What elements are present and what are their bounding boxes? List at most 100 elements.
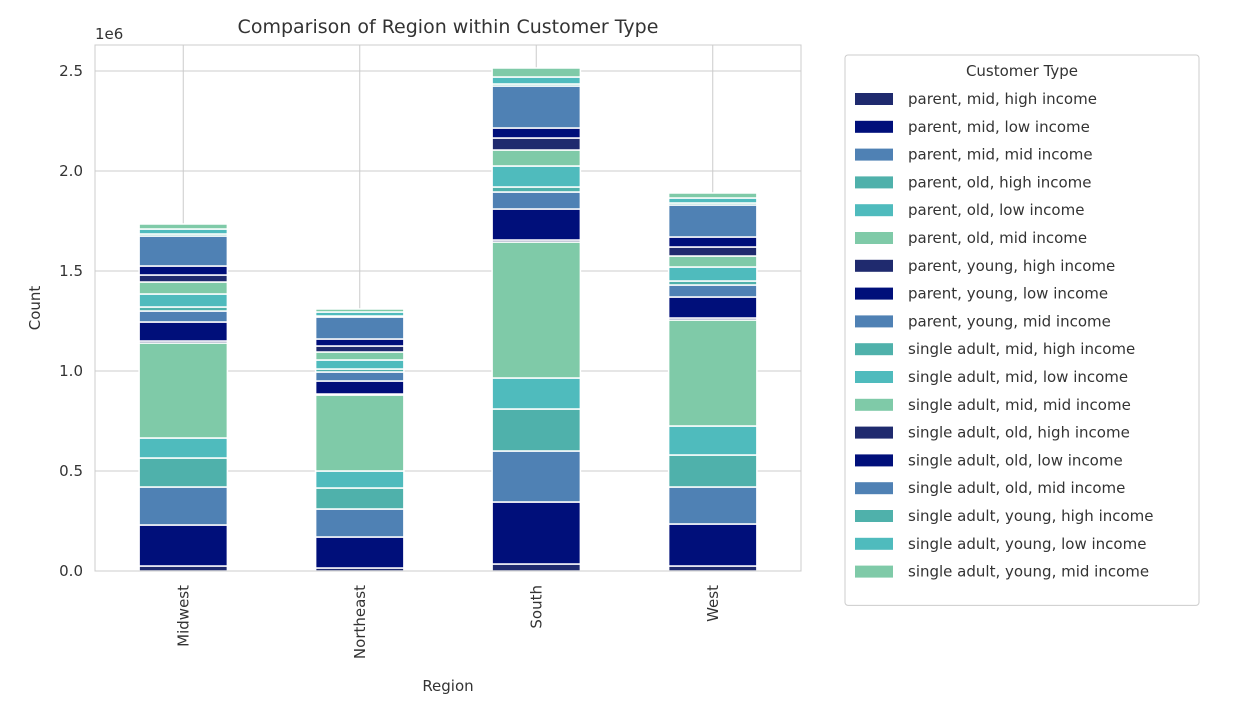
bar-segment xyxy=(138,223,229,230)
bar-segment xyxy=(138,342,229,439)
legend-swatch xyxy=(855,510,893,522)
y-offset-label: 1e6 xyxy=(95,25,123,43)
bar-segment xyxy=(314,536,405,569)
legend-label: single adult, young, mid income xyxy=(908,563,1149,581)
bar-segment xyxy=(491,85,582,129)
bar-segment xyxy=(491,563,582,572)
y-tick-label: 2.5 xyxy=(59,62,83,80)
x-axis-title: Region xyxy=(422,677,473,695)
bar-segment xyxy=(491,191,582,210)
legend-swatch xyxy=(855,93,893,105)
y-tick-labels: 0.0 0.5 1.0 1.5 2.0 2.5 xyxy=(59,62,83,580)
y-axis-title: Count xyxy=(26,286,44,331)
bar-segment xyxy=(138,274,229,283)
y-tick-label: 0.5 xyxy=(59,462,83,480)
bar-segment xyxy=(667,284,758,298)
legend-label: parent, young, low income xyxy=(908,285,1108,303)
plot-frame xyxy=(94,44,802,572)
y-tick-label: 1.0 xyxy=(59,362,83,380)
bar-segment xyxy=(138,265,229,276)
bars xyxy=(138,67,758,572)
bar-segment xyxy=(667,204,758,238)
legend-swatch xyxy=(855,371,893,383)
x-tick-label: West xyxy=(704,585,722,622)
bar-segment xyxy=(314,308,405,313)
legend-swatch xyxy=(855,259,893,272)
bar-segment xyxy=(667,236,758,248)
bar-segment xyxy=(667,255,758,268)
bar-segment xyxy=(491,127,582,139)
bar-segment xyxy=(491,67,582,78)
bar-segment xyxy=(138,457,229,488)
bar-segment xyxy=(491,149,582,167)
legend-label: parent, young, mid income xyxy=(908,312,1111,330)
legend-swatch xyxy=(855,343,893,356)
legend-items: parent, mid, high income parent, mid, low… xyxy=(855,90,1154,581)
bar-segment xyxy=(314,351,405,361)
legend-label: single adult, mid, low income xyxy=(908,368,1128,386)
bar-segment xyxy=(314,380,405,395)
legend-label: single adult, old, high income xyxy=(908,424,1130,442)
bar-segment xyxy=(314,316,405,340)
y-tick-label: 2.0 xyxy=(59,162,83,180)
bar-segment xyxy=(314,470,405,489)
x-tick-label: Midwest xyxy=(174,585,192,647)
x-tick-label: Northeast xyxy=(351,585,369,659)
chart-title: Comparison of Region within Customer Typ… xyxy=(238,16,659,38)
legend-label: single adult, mid, mid income xyxy=(908,396,1131,414)
legend: Customer Type parent, mid, high incomepa… xyxy=(844,54,1200,606)
legend-label: parent, old, low income xyxy=(908,201,1084,219)
legend-swatch xyxy=(855,482,893,495)
legend-label: parent, mid, low income xyxy=(908,118,1090,136)
bar-segment xyxy=(314,371,405,382)
bar-segment xyxy=(314,359,405,370)
y-tick-label: 0.0 xyxy=(59,562,83,580)
legend-swatch xyxy=(855,454,893,467)
legend-swatch xyxy=(855,287,893,300)
legend-swatch xyxy=(855,120,893,133)
bar-segment xyxy=(138,524,229,567)
bar-segment xyxy=(138,293,229,308)
bar-segment xyxy=(667,454,758,488)
bar-segment xyxy=(314,345,405,353)
bar-segment xyxy=(667,296,758,319)
legend-label: parent, mid, mid income xyxy=(908,146,1093,164)
bar-segment xyxy=(138,437,229,459)
legend-swatch xyxy=(855,176,893,189)
bar-segment xyxy=(138,486,229,526)
legend-swatch xyxy=(855,204,893,217)
legend-swatch xyxy=(855,398,893,411)
bar-segment xyxy=(491,450,582,503)
bar-segment xyxy=(314,394,405,472)
legend-label: single adult, mid, high income xyxy=(908,340,1135,358)
legend-label: single adult, old, low income xyxy=(908,451,1123,469)
legend-label: parent, young, high income xyxy=(908,257,1115,275)
bar-segment xyxy=(138,321,229,342)
bar-segment xyxy=(667,319,758,427)
bar-segment xyxy=(491,241,582,379)
bar-segment xyxy=(314,338,405,347)
legend-label: single adult, old, mid income xyxy=(908,479,1125,497)
bar-segment xyxy=(138,281,229,295)
bar-segment xyxy=(138,235,229,267)
legend-label: single adult, young, high income xyxy=(908,507,1154,525)
bar-segment xyxy=(667,266,758,282)
bar-segment xyxy=(667,192,758,199)
legend-swatch xyxy=(855,148,893,161)
legend-swatch xyxy=(855,537,893,550)
bar-segment xyxy=(667,486,758,525)
bar-segment xyxy=(314,508,405,538)
y-tick-label: 1.5 xyxy=(59,262,83,280)
legend-label: parent, mid, high income xyxy=(908,90,1097,108)
legend-label: single adult, young, low income xyxy=(908,535,1146,553)
x-tick-label: South xyxy=(527,585,545,629)
bar-segment xyxy=(138,310,229,323)
legend-label: parent, old, high income xyxy=(908,173,1092,191)
x-tick-labels: Midwest Northeast South West xyxy=(174,585,722,659)
bar-segment xyxy=(491,377,582,410)
bar-segment xyxy=(491,501,582,565)
legend-title: Customer Type xyxy=(966,62,1078,80)
bar-segment xyxy=(667,425,758,456)
